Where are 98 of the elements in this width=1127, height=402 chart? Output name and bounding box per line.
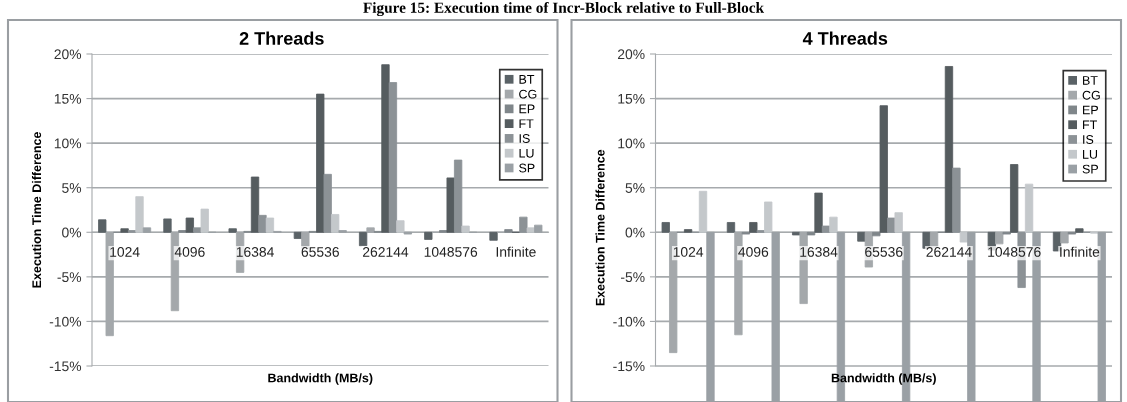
x-tick-label: 4096 — [738, 247, 769, 257]
x-tick-label: 1048576 — [424, 247, 478, 257]
bar — [185, 217, 194, 233]
y-tick-label: 20% — [54, 49, 82, 60]
legend-label: IS — [519, 134, 530, 143]
bar — [331, 214, 340, 233]
bar — [323, 173, 332, 233]
bar — [661, 222, 670, 233]
bar — [683, 229, 693, 233]
bar — [424, 231, 433, 240]
bar — [193, 227, 202, 233]
bar — [250, 176, 260, 233]
bar — [163, 218, 172, 233]
bar — [381, 64, 390, 233]
bar — [526, 227, 535, 233]
legend-label: LU — [1083, 150, 1098, 159]
bar — [829, 216, 838, 233]
y-tick-label: -10% — [613, 316, 645, 327]
legend-label: IS — [1083, 135, 1094, 144]
y-tick-label: -5% — [621, 272, 645, 283]
bar — [894, 212, 903, 233]
x-tick-label: 16384 — [800, 247, 838, 257]
y-tick-label: -10% — [49, 316, 82, 327]
bar — [821, 225, 831, 233]
x-tick-label: 262144 — [362, 247, 409, 257]
bar — [1075, 228, 1084, 233]
bar — [952, 167, 961, 233]
y-tick-label: -15% — [613, 361, 645, 372]
x-tick-label: 262144 — [926, 247, 972, 257]
y-tick-label: 10% — [54, 138, 82, 149]
chart-title: 2 Threads — [239, 31, 324, 45]
bar — [489, 231, 498, 241]
legend-label: BT — [519, 75, 535, 84]
x-tick-label: 65536 — [865, 247, 903, 257]
bar — [396, 220, 405, 233]
y-tick-label: 0% — [62, 227, 82, 238]
x-tick-label: 1024 — [110, 247, 140, 257]
x-axis-title: Bandwidth (MB/s) — [268, 373, 373, 385]
bar — [446, 177, 455, 233]
x-tick-label: Infinite — [496, 246, 536, 257]
bar — [461, 225, 470, 233]
bar — [98, 219, 107, 233]
x-tick-label: 16384 — [236, 247, 274, 257]
bar — [453, 159, 463, 233]
legend-label: SP — [519, 163, 535, 173]
bar — [944, 66, 954, 233]
bar — [388, 82, 398, 233]
y-tick-label: -15% — [49, 361, 82, 372]
legend-label: SP — [1082, 164, 1099, 174]
x-tick-label: 1048576 — [988, 247, 1041, 257]
bar — [200, 208, 209, 233]
bar — [887, 217, 896, 233]
x-tick-label: 4096 — [174, 247, 205, 257]
legend-label: BT — [1083, 76, 1098, 85]
bar — [120, 228, 129, 233]
legend-label: LU — [519, 148, 534, 158]
legend-label: FT — [1083, 120, 1097, 130]
bar — [959, 231, 969, 243]
legend-label: EP — [519, 104, 535, 114]
bar — [749, 222, 758, 233]
bar — [1010, 164, 1019, 233]
chart-title: 4 Threads — [802, 31, 888, 45]
bar — [764, 201, 773, 233]
bar — [504, 229, 513, 233]
y-tick-label: 15% — [618, 93, 645, 104]
x-tick-label: 1024 — [673, 247, 704, 257]
y-tick-label: -5% — [57, 272, 82, 283]
y-tick-label: 15% — [54, 93, 82, 104]
bar — [519, 216, 528, 233]
x-tick-label: 65536 — [301, 247, 339, 257]
legend-label: EP — [1083, 105, 1099, 115]
bar — [258, 214, 267, 233]
y-axis-title: Execution Time Difference — [31, 132, 42, 288]
bar — [806, 231, 816, 236]
y-tick-label: 5% — [625, 183, 645, 193]
y-tick-label: 5% — [62, 183, 82, 193]
bar — [1024, 183, 1034, 233]
bar — [228, 228, 237, 233]
x-axis-title: Bandwidth (MB/s) — [831, 373, 936, 385]
bar — [358, 231, 368, 247]
bar — [879, 105, 888, 233]
y-axis-title: Execution Time Difference — [595, 149, 605, 306]
bar — [698, 190, 708, 233]
y-tick-label: 10% — [618, 138, 645, 149]
bar — [135, 196, 144, 233]
bar — [814, 192, 823, 233]
y-tick-label: 0% — [625, 227, 645, 238]
legend-label: FT — [519, 119, 534, 128]
bar — [872, 231, 881, 237]
y-tick-label: 20% — [617, 49, 645, 60]
caption: Figure 15: Execution time of Incr-Block relative to Full-Block — [363, 1, 765, 17]
bar — [316, 93, 325, 233]
bar — [726, 222, 736, 233]
bar — [265, 217, 275, 233]
x-tick-label: Infinite — [1060, 246, 1100, 257]
bar — [792, 231, 801, 236]
legend-label: CG — [1082, 90, 1100, 100]
legend-label: CG — [519, 89, 537, 99]
